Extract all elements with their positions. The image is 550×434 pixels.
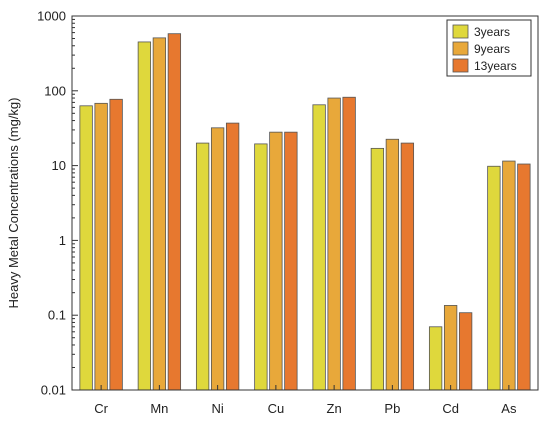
x-axis-ticks: Cr Mn Ni Cu Zn Pb Cd As [94,385,517,416]
x-tick-label-cr: Cr [94,401,108,416]
bar-cd-9years [443,305,458,391]
legend-swatch-3years [452,24,469,39]
legend-label-13years: 13years [474,59,517,73]
bar-zn-13years [342,96,356,391]
y-axis-title: Heavy Metal Concentrations (mg/kg) [6,98,21,309]
x-tick-label-cd: Cd [442,401,459,416]
bar-mn-13years [167,33,182,391]
legend-swatch-9years [452,41,469,56]
x-tick-label-pb: Pb [384,401,400,416]
y-tick-label: 1000 [37,9,66,24]
y-tick-label: 1 [59,233,66,248]
bar-as-3years [487,165,501,391]
bar-cd-13years [458,312,473,391]
bar-pb-13years [400,142,415,391]
bar-ni-3years [195,142,210,391]
bars-group [79,33,531,391]
bar-cr-13years [109,98,123,391]
x-tick-label-zn: Zn [327,401,342,416]
y-tick-label: 0.1 [48,308,66,323]
bar-as-9years [502,160,516,391]
legend-label-9years: 9years [474,42,510,56]
bar-pb-9years [385,138,400,391]
bar-pb-3years [370,147,385,391]
x-tick-label-cu: Cu [268,401,285,416]
bar-zn-3years [312,104,326,391]
x-tick-label-ni: Ni [211,401,223,416]
bar-cr-3years [79,105,93,391]
y-tick-label: 10 [52,158,66,173]
x-tick-label-mn: Mn [150,401,168,416]
y-tick-label: 100 [44,83,66,98]
bar-ni-9years [210,127,225,391]
bar-cd-3years [428,326,443,391]
bar-cr-9years [94,102,108,391]
bar-cu-3years [254,143,268,391]
plot-frame [71,15,539,391]
bar-cu-9years [269,131,283,391]
legend: 3years 9years 13years [446,19,532,77]
bar-mn-9years [152,37,167,391]
bar-mn-3years [137,41,152,391]
legend-label-3years: 3years [474,25,510,39]
y-tick-label: 0.01 [41,383,66,398]
x-tick-label-as: As [501,401,517,416]
bar-as-13years [517,163,531,391]
bar-zn-9years [327,97,341,391]
bar-cu-13years [284,131,298,391]
legend-swatch-13years [452,58,469,73]
bar-ni-13years [225,122,240,391]
